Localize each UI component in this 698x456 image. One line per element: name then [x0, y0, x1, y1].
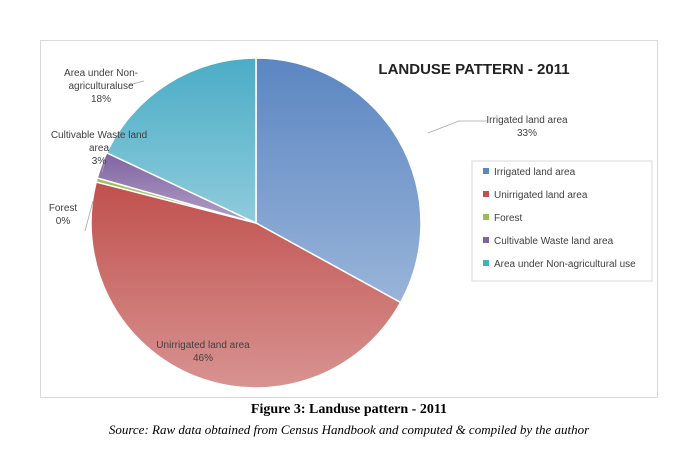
- leader-lines: [84, 80, 487, 232]
- legend-box: [471, 160, 653, 282]
- data-label-area-under-non-agricultural-use: Area under Non-agriculturaluse 18%: [64, 68, 138, 105]
- data-label-cultivable-waste-land-area: Cultivable Waste land area 3%: [51, 130, 147, 167]
- legend-swatch-forest: [483, 214, 489, 220]
- legend-swatch-irrigated-land-area: [483, 168, 489, 174]
- legend-label-unirrigated-land-area: Unirrigated land area: [494, 190, 588, 201]
- leader-line-forest: [84, 200, 94, 232]
- legend: Irrigated land area Unirrigated land area…: [471, 160, 653, 282]
- data-label-irrigated-land-area: Irrigated land area 33%: [486, 115, 568, 139]
- figure-source: Source: Raw data obtained from Census Ha…: [108, 422, 590, 437]
- pie-slice-unirrigated-land-area: [90, 181, 402, 389]
- pie-slice-irrigated-land-area: [255, 57, 422, 304]
- legend-swatch-unirrigated-land-area: [483, 191, 489, 197]
- legend-label-forest: Forest: [494, 213, 523, 224]
- legend-label-cultivable-waste-land-area: Cultivable Waste land area: [494, 236, 614, 247]
- pie-slice-area-under-non-agricultural-use: [105, 57, 257, 225]
- chart-title: LANDUSE PATTERN - 2011: [378, 61, 569, 78]
- pie-chart: Irrigated land area 33% Unirrigated land a…: [49, 57, 653, 389]
- data-label-unirrigated-land-area: Unirrigated land area 46%: [156, 340, 250, 364]
- legend-label-area-under-non-agricultural-use: Area under Non-agricultural use: [494, 259, 636, 270]
- data-label-forest: Forest 0%: [49, 203, 78, 227]
- figure-caption: Figure 3: Landuse pattern - 2011: [250, 402, 448, 417]
- leader-line-irrigated-land-area: [427, 120, 487, 134]
- chart-area: Irrigated land area 33% Unirrigated land a…: [40, 40, 658, 398]
- legend-swatch-area-under-non-agricultural-use: [483, 260, 489, 266]
- legend-swatch-cultivable-waste-land-area: [483, 237, 489, 243]
- leader-line-cultivable-waste-land-area: [101, 160, 106, 173]
- leader-line-area-under-non-agricultural-use: [128, 80, 145, 86]
- data-labels: Irrigated land area 33% Unirrigated land a…: [49, 68, 568, 364]
- legend-label-irrigated-land-area: Irrigated land area: [494, 167, 576, 178]
- pie-slices: [90, 57, 422, 389]
